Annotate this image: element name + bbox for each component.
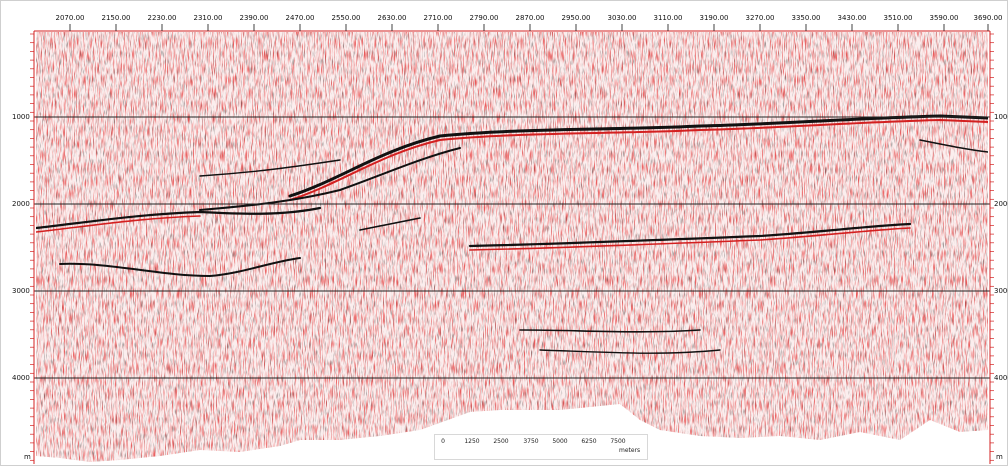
scale-bar-label: 2500 — [493, 438, 509, 445]
depth-gridlines — [34, 116, 990, 379]
top-axis-label: 3030.00 — [607, 14, 637, 22]
scale-bar-label: 6250 — [581, 438, 597, 445]
axis-frame — [33, 30, 991, 464]
top-axis-label: 2390.00 — [239, 14, 269, 22]
top-axis-label: 3350.00 — [791, 14, 821, 22]
top-axis-label: 2470.00 — [285, 14, 315, 22]
top-axis-label: 2630.00 — [377, 14, 407, 22]
scale-bar-label: 3750 — [523, 438, 539, 445]
top-axis-label: 3430.00 — [837, 14, 867, 22]
top-axis-label: 3510.00 — [883, 14, 913, 22]
scale-bar-unit: meters — [619, 447, 641, 454]
scale-bar-label: 7500 — [610, 438, 626, 445]
top-axis-label: 2950.00 — [561, 14, 591, 22]
depth-axis-ticks — [30, 33, 994, 461]
depth-label-right: 2000 — [994, 200, 1008, 208]
top-axis-label: 3190.00 — [699, 14, 729, 22]
top-axis-label: 3270.00 — [745, 14, 775, 22]
depth-unit-left: m — [24, 453, 31, 461]
top-axis-label: 3590.00 — [929, 14, 959, 22]
top-axis-label: 2310.00 — [193, 14, 223, 22]
scale-bar: 0 1250 2500 3750 5000 6250 7500 meters — [434, 434, 648, 460]
top-axis-label: 2710.00 — [423, 14, 453, 22]
depth-label-left: 3000 — [12, 287, 30, 295]
top-axis-label: 2550.00 — [331, 14, 361, 22]
top-axis-label: 2150.00 — [101, 14, 131, 22]
top-axis-label: 2070.00 — [55, 14, 85, 22]
depth-label-left: 1000 — [12, 113, 30, 121]
seismic-image — [36, 32, 988, 462]
depth-unit-right: m — [996, 453, 1003, 461]
depth-label-right: 1000 — [994, 113, 1008, 121]
top-axis-label: 3690.00 — [973, 14, 1003, 22]
top-axis-ticks — [69, 24, 989, 31]
depth-label-right: 3000 — [994, 287, 1008, 295]
depth-label-left: 4000 — [12, 374, 30, 382]
top-axis-label: 2870.00 — [515, 14, 545, 22]
depth-label-right: 4000 — [994, 374, 1008, 382]
scale-bar-label: 1250 — [464, 438, 480, 445]
top-axis-label: 2230.00 — [147, 14, 177, 22]
top-axis-label: 2790.00 — [469, 14, 499, 22]
top-axis-label: 3110.00 — [653, 14, 683, 22]
scale-bar-label: 5000 — [552, 438, 568, 445]
depth-label-left: 2000 — [12, 200, 30, 208]
scale-bar-label: 0 — [441, 438, 445, 445]
